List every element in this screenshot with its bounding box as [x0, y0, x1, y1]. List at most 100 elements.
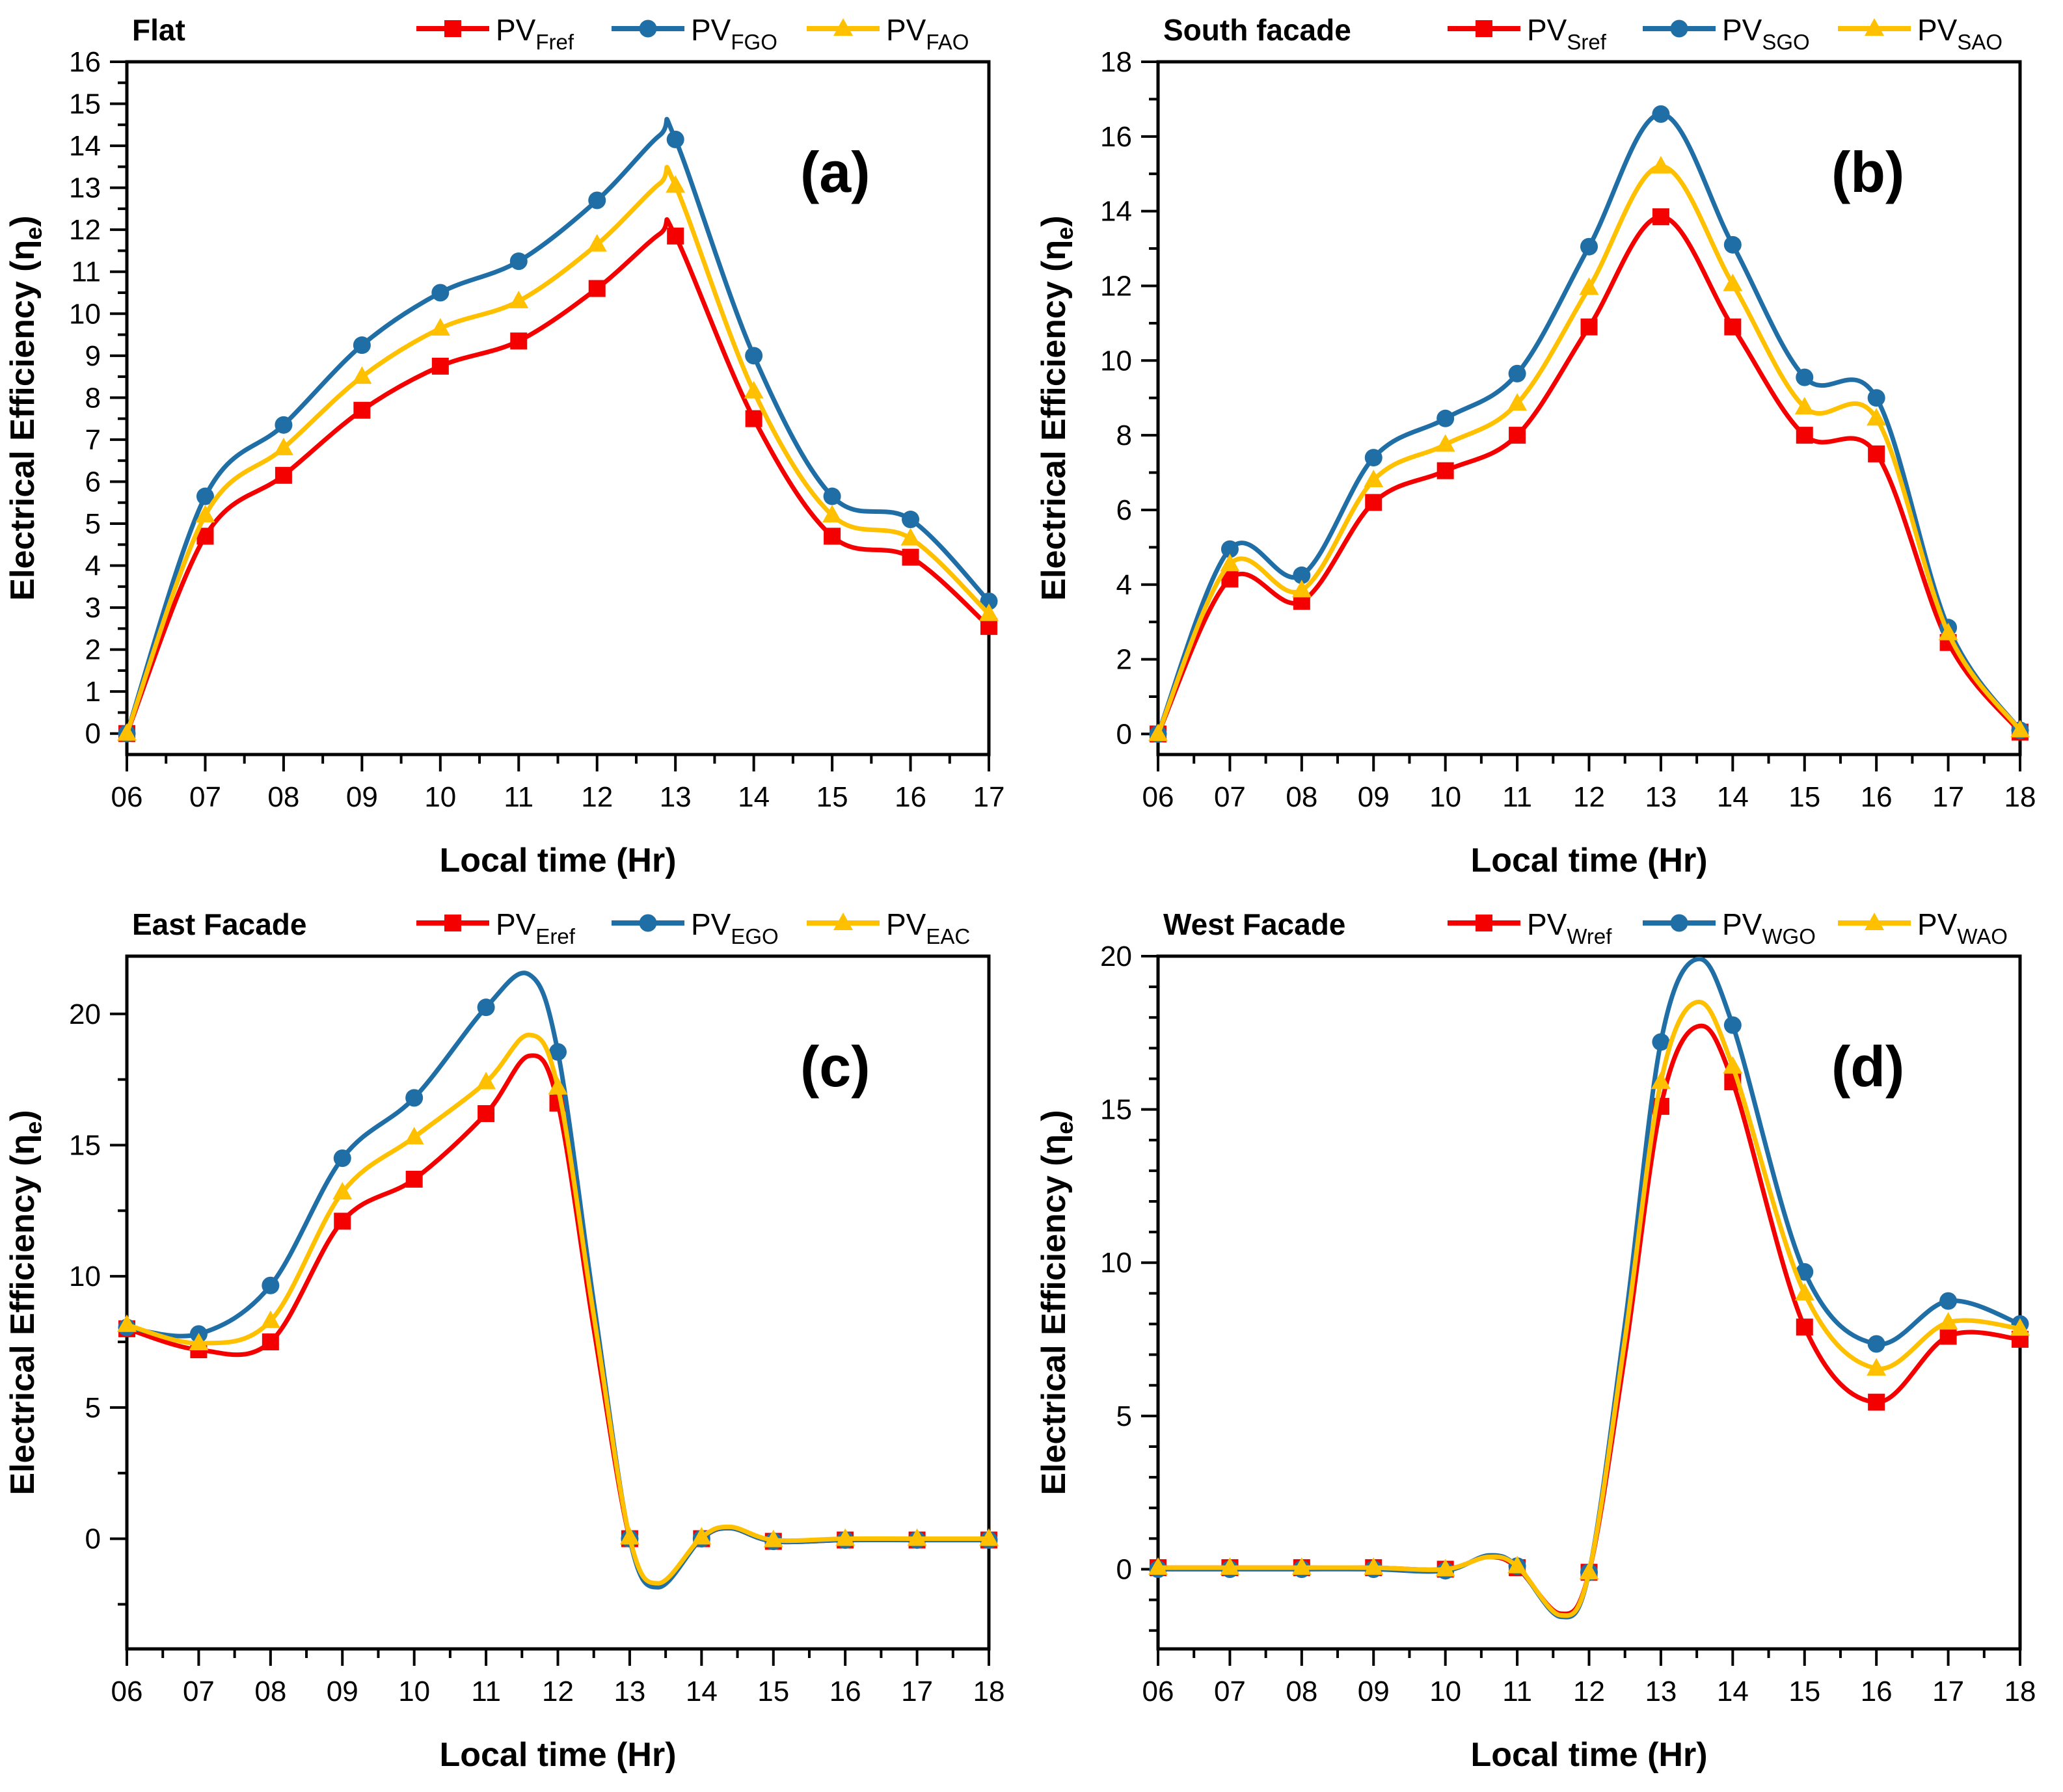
y-tick-label: 7: [85, 424, 101, 456]
x-tick-label: 13: [614, 1676, 645, 1707]
series-PV_WAO-marker-triangle: [1220, 1557, 1240, 1575]
series-PV_EAC-marker-triangle: [763, 1529, 783, 1547]
x-tick-label: 09: [327, 1676, 358, 1707]
x-tick-label: 07: [183, 1676, 215, 1707]
series-PV_WGO-marker-circle: [1939, 1292, 1958, 1310]
series-PV_FAO-marker-triangle: [979, 603, 999, 621]
y-tick-label: 1: [85, 676, 101, 708]
y-tick-label: 10: [1100, 345, 1132, 377]
legend-label-PV_SAO: PVSAO: [1917, 13, 2002, 54]
x-tick-label: 16: [895, 781, 926, 813]
series-PV_FGO-marker-circle: [823, 487, 841, 505]
x-tick-label: 14: [686, 1676, 718, 1707]
y-tick-label: 16: [1100, 121, 1132, 153]
series-PV_SGO-marker-circle: [1436, 409, 1455, 427]
series-PV_Sref-marker-square: [1868, 445, 1885, 462]
y-tick-label: 4: [85, 550, 101, 582]
y-tick-label: 12: [69, 214, 101, 246]
chart-panel-c: 0 5 10 15 20 06 07 08 09 10 11 12 13 14 15 16 17 18 East F…: [0, 894, 1031, 1789]
series-PV_WAO-marker-triangle: [1507, 1555, 1528, 1573]
series-PV_Fref-marker-square: [588, 280, 606, 297]
series-PV_FAO-marker-triangle: [430, 317, 450, 336]
y-tick-label: 0: [1116, 718, 1132, 750]
series-PV_EGO-marker-circle: [405, 1089, 424, 1107]
x-tick-label: 12: [1573, 781, 1605, 813]
series-PV_EAC-marker-triangle: [548, 1077, 568, 1095]
series-PV_EAC-marker-triangle: [332, 1182, 353, 1200]
x-tick-label: 08: [1286, 1676, 1317, 1707]
chart-panel-b: 0 2 4 6 8 10 12 14 16 18 06 07 08 09 10 11 12 13 14 15 16 17 1…: [1031, 0, 2063, 894]
series-PV_WGO-marker-circle: [1723, 1016, 1742, 1034]
series-PV_FGO-marker-circle: [666, 130, 684, 148]
series-PV_SAO-marker-triangle: [1220, 554, 1240, 572]
legend-PV_Fref-marker-square: [444, 20, 461, 37]
x-tick-label: 17: [901, 1676, 933, 1707]
series-PV_SAO-marker-triangle: [1291, 580, 1312, 598]
series-line-PV_Wref: [1155, 1023, 2023, 1616]
series-PV_EAC-marker-triangle: [692, 1527, 712, 1545]
y-tick-label: 5: [85, 1392, 101, 1424]
chart-title: Flat: [132, 13, 185, 47]
series-PV_SGO-marker-circle: [1796, 368, 1814, 386]
series-PV_SGO-marker-circle: [1867, 389, 1885, 407]
y-tick-label: 9: [85, 340, 101, 372]
x-axis-title: Local time (Hr): [1470, 1736, 1707, 1774]
series-PV_EAC-marker-triangle: [404, 1127, 424, 1145]
x-tick-label: 06: [111, 1676, 143, 1707]
series-PV_Fref-marker-square: [902, 548, 919, 566]
x-tick-label: 12: [542, 1676, 574, 1707]
series-PV_FAO-marker-triangle: [744, 381, 764, 399]
series-PV_FGO-marker-circle: [275, 416, 293, 434]
x-tick-label: 15: [816, 781, 848, 813]
legend-label-PV_FAO: PVFAO: [886, 13, 969, 54]
y-tick-label: 16: [69, 46, 101, 78]
series-PV_EAC-marker-triangle: [907, 1528, 927, 1546]
x-tick-label: 08: [254, 1676, 286, 1707]
x-tick-label: 11: [1502, 781, 1532, 813]
series-PV_EAC-marker-triangle: [979, 1528, 999, 1546]
y-tick-label: 15: [1100, 1094, 1132, 1126]
series-PV_Fref-marker-square: [667, 227, 684, 245]
series-PV_EAC-marker-triangle: [619, 1527, 640, 1545]
series-PV_Sref-marker-square: [1652, 208, 1669, 226]
series-PV_Fref-marker-square: [275, 466, 292, 484]
series-PV_Eref-marker-square: [262, 1333, 279, 1351]
y-tick-label: 5: [1116, 1400, 1132, 1432]
series-PV_FAO-marker-triangle: [666, 175, 686, 193]
y-tick-label: 18: [1100, 46, 1132, 78]
legend-label-PV_FGO: PVFGO: [691, 13, 777, 54]
chart-svg-c: 0 5 10 15 20 06 07 08 09 10 11 12 13 14 15 16 17 18 East F…: [4, 907, 1005, 1774]
series-PV_FAO-marker-triangle: [117, 723, 137, 741]
series-PV_Fref-marker-square: [824, 528, 841, 545]
y-tick-label: 15: [69, 88, 101, 120]
x-tick-label: 10: [398, 1676, 430, 1707]
x-tick-label: 11: [504, 781, 533, 813]
x-tick-label: 09: [1358, 781, 1390, 813]
series-PV_WAO-marker-triangle: [1435, 1558, 1455, 1577]
series-PV_EGO-marker-circle: [262, 1276, 280, 1294]
legend-PV_FAO-marker-triangle: [833, 18, 853, 36]
series-PV_SAO-marker-triangle: [1723, 273, 1743, 291]
series-PV_Sref-marker-square: [1436, 462, 1454, 479]
x-tick-label: 07: [1214, 781, 1246, 813]
x-tick-label: 16: [1861, 781, 1893, 813]
y-tick-label: 20: [1100, 941, 1132, 972]
y-tick-label: 5: [85, 508, 101, 540]
series-PV_Sref-marker-square: [1580, 318, 1598, 336]
y-tick-label: 13: [69, 172, 101, 204]
series-PV_EAC-marker-triangle: [835, 1528, 856, 1546]
y-tick-label: 3: [85, 592, 101, 624]
x-tick-label: 13: [660, 781, 692, 813]
x-tick-label: 11: [471, 1676, 501, 1707]
series-PV_FGO-marker-circle: [353, 336, 371, 354]
series-line-PV_Eref: [124, 1053, 991, 1587]
x-tick-label: 18: [2004, 781, 2036, 813]
series-PV_EAC-marker-triangle: [476, 1071, 496, 1090]
legend-PV_FGO-marker-circle: [639, 20, 657, 38]
series-PV_Sref-marker-square: [1724, 318, 1742, 336]
series-PV_WAO-marker-triangle: [1291, 1557, 1312, 1575]
legend-PV_SAO-marker-triangle: [1865, 18, 1884, 36]
series-PV_SAO-marker-triangle: [1148, 723, 1168, 742]
series-PV_Sref-marker-square: [1365, 494, 1382, 511]
series-line-PV_Fref: [124, 217, 991, 736]
